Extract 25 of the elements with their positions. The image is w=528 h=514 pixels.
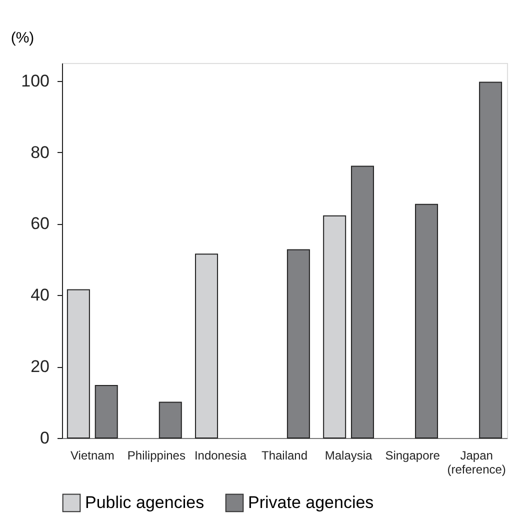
y-tick-label: 100 — [21, 71, 50, 90]
bar — [323, 215, 346, 438]
legend-label: Public agencies — [85, 492, 204, 512]
bar — [158, 402, 182, 438]
x-tick-label: Vietnam — [70, 448, 114, 462]
y-tick-label: 0 — [40, 428, 50, 448]
y-axis-title: (%) — [10, 30, 34, 46]
bar — [286, 249, 310, 438]
bar — [94, 385, 118, 438]
x-tick-label: Philippines — [127, 448, 186, 462]
x-tick-label: Japan (reference) — [447, 448, 506, 476]
bar — [479, 82, 502, 438]
bar — [415, 204, 438, 438]
y-tick-label: 20 — [30, 357, 50, 376]
y-tick-label: 80 — [30, 142, 50, 162]
bar — [195, 254, 218, 438]
legend-label: Private agencies — [248, 492, 374, 512]
bar — [350, 166, 374, 438]
x-tick-label: Singapore — [385, 448, 440, 462]
bar — [66, 289, 90, 438]
x-tick-label: Malaysia — [324, 448, 373, 462]
x-tick-label: Thailand — [261, 448, 308, 462]
y-tick-label: 40 — [30, 286, 50, 305]
y-tick-label: 60 — [30, 214, 50, 234]
x-tick-label: Indonesia — [194, 448, 247, 462]
